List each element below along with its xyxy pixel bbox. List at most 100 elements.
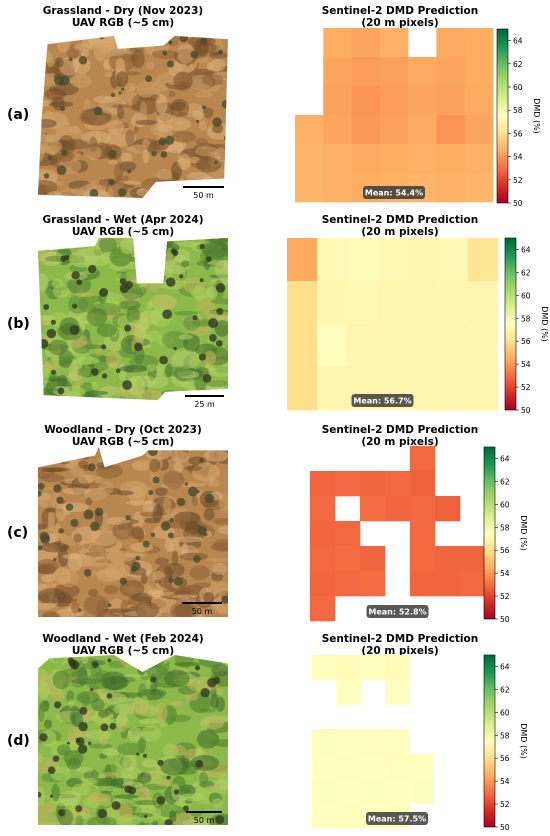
uav-texture [135, 119, 157, 125]
heatmap-cell [310, 571, 336, 597]
uav-texture [214, 260, 228, 279]
uav-tree [108, 178, 115, 186]
uav-texture [123, 180, 141, 186]
uav-texture [57, 453, 85, 463]
uav-texture [107, 120, 125, 135]
heatmap-cell [310, 521, 336, 547]
uav-texture [146, 61, 155, 70]
dmd-heatmap [310, 446, 486, 622]
uav-texture [91, 697, 105, 712]
uav-tree [43, 304, 50, 310]
uav-texture [107, 187, 114, 198]
uav-texture [124, 447, 131, 461]
uav-texture [192, 110, 205, 120]
heatmap-cell [310, 546, 336, 572]
heatmap-cell [351, 28, 381, 58]
heatmap-cell [312, 803, 337, 829]
uav-tree [78, 722, 88, 732]
colorbar-tick-label: 64 [500, 662, 510, 671]
uav-texture [107, 159, 119, 165]
heatmap-cell [435, 496, 461, 522]
colorbar-gradient [483, 654, 496, 828]
uav-texture [207, 250, 228, 261]
uav-tree [88, 741, 92, 745]
uav-tree [109, 722, 117, 730]
uav-tree [43, 173, 50, 179]
uav-texture [171, 594, 198, 599]
heatmap-cell [317, 324, 348, 368]
uav-texture [173, 603, 200, 617]
uav-texture [86, 308, 108, 327]
heatmap-cell [295, 173, 324, 203]
uav-tree [145, 75, 153, 83]
uav-texture [149, 273, 159, 292]
uav-texture [85, 497, 93, 506]
uav-texture [44, 450, 52, 464]
mean-badge: Mean: 52.8% [366, 605, 429, 618]
uav-tree [172, 249, 179, 257]
uav-texture [140, 573, 148, 585]
uav-texture [95, 475, 102, 485]
scale-label: 25 m [194, 400, 215, 409]
uav-tree [38, 482, 45, 490]
uav-texture [68, 361, 79, 382]
heatmap-cell [377, 238, 408, 282]
uav-texture [204, 310, 228, 320]
uav-tree [199, 458, 204, 463]
uav-title-c: Woodland - Dry (Oct 2023) UAV RGB (~5 cm… [33, 424, 213, 448]
uav-texture [198, 120, 207, 131]
uav-texture [56, 744, 71, 756]
s2-title-d: Sentinel-2 DMD Prediction (20 m pixels) [300, 633, 500, 657]
heatmap-cell [460, 546, 486, 572]
row-label-c: (c) [7, 525, 29, 541]
heatmap-cell [384, 729, 410, 755]
uav-tree [56, 243, 61, 248]
uav-texture [102, 747, 119, 757]
heatmap-cell [436, 28, 466, 58]
uav-tree [107, 658, 112, 663]
uav-tree [144, 814, 148, 819]
uav-texture [74, 69, 87, 79]
colorbar-tick-label: 56 [500, 754, 510, 763]
uav-texture [126, 375, 146, 396]
s2-subtitle-line: (20 m pixels) [361, 226, 439, 238]
colorbar-tick-label: 64 [513, 37, 523, 46]
uav-texture [175, 121, 184, 126]
uav-tree [215, 283, 226, 293]
heatmap-cell [464, 144, 494, 174]
uav-texture [96, 461, 114, 470]
uav-tree [218, 182, 225, 190]
uav-texture [74, 292, 96, 298]
uav-tree [166, 277, 176, 287]
uav-texture [171, 130, 197, 143]
heatmap-cell [287, 367, 318, 411]
uav-texture [175, 249, 191, 264]
uav-texture [80, 49, 90, 58]
uav-tree [165, 135, 175, 145]
uav-texture [128, 256, 151, 263]
heatmap-cell [360, 778, 386, 804]
colorbar-label: DMD (%) [519, 723, 528, 759]
heatmap-cell [410, 546, 436, 572]
uav-texture [142, 138, 150, 148]
uav-texture [168, 714, 191, 723]
uav-subtitle-line: UAV RGB (~5 cm) [71, 17, 175, 29]
colorbar-tick-label: 50 [500, 823, 510, 832]
uav-texture [170, 101, 186, 111]
uav-tree [195, 759, 204, 768]
uav-texture [178, 334, 193, 340]
uav-texture [141, 758, 157, 768]
uav-tree [160, 521, 171, 531]
uav-texture [142, 149, 150, 164]
uav-texture [78, 460, 89, 469]
uav-title-d: Woodland - Wet (Feb 2024) UAV RGB (~5 cm… [33, 633, 213, 657]
uav-texture [140, 238, 159, 245]
uav-texture [116, 713, 129, 726]
uav-tree [72, 303, 78, 309]
heatmap-cell [360, 571, 386, 597]
uav-texture [112, 794, 139, 799]
uav-tree [100, 723, 109, 732]
uav-texture [118, 161, 137, 172]
uav-tree [90, 688, 94, 692]
